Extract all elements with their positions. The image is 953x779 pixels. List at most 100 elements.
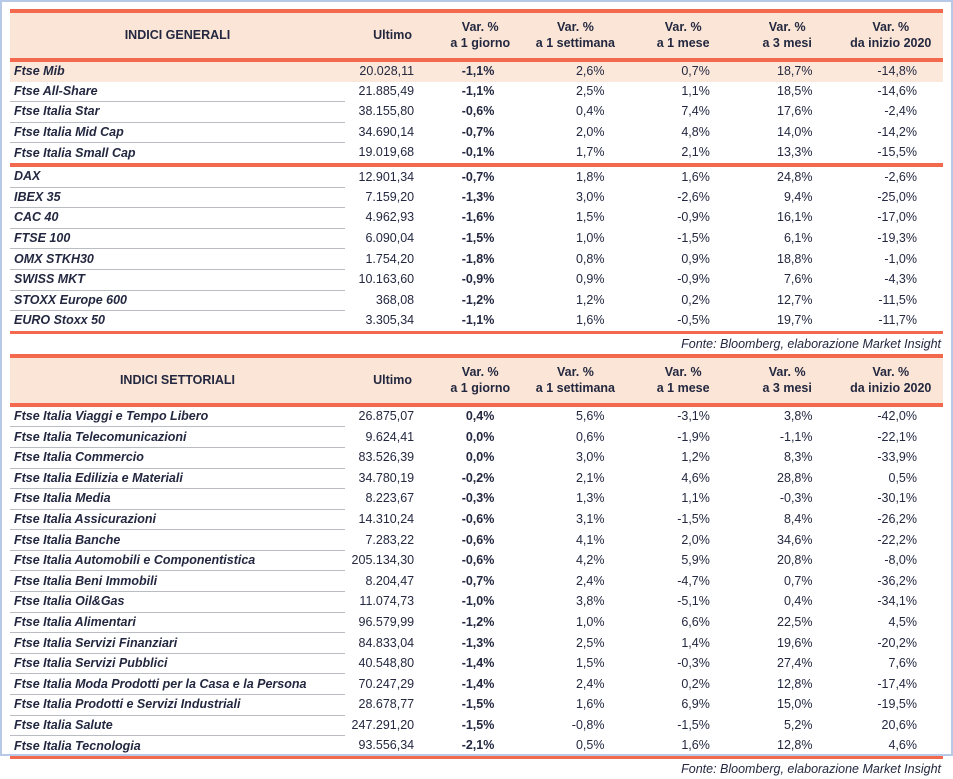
var-percent-value: 12,8% — [777, 738, 813, 753]
var-percent-value: 4,6% — [888, 738, 918, 753]
var-percent-value: 3,8% — [783, 409, 813, 424]
ultimo-value: 368,08 — [375, 292, 415, 307]
var-percent-value: 3,0% — [575, 189, 605, 204]
indici-settoriali-section: INDICI SETTORIALI Ultimo Var. % a 1 giorn… — [10, 353, 943, 779]
var-percent-value: -1,1% — [461, 84, 495, 99]
ultimo-value: 84.833,04 — [358, 635, 415, 650]
var-percent-value: -2,4% — [884, 104, 917, 119]
index-name: Ftse Italia Servizi Pubblici — [10, 653, 345, 675]
ultimo-value: 8.223,67 — [365, 491, 415, 506]
index-name: Ftse Italia Salute — [10, 715, 345, 737]
source-note: Fonte: Bloomberg, elaborazione Market In… — [681, 761, 941, 776]
var-percent-value: 0,4% — [465, 409, 495, 424]
table-row: Ftse Italia Servizi Pubblici 40.548,80 -1,… — [10, 653, 943, 675]
ultimo-value: 96.579,99 — [358, 614, 415, 629]
ultimo-value: 8.204,47 — [365, 573, 415, 588]
var-percent-value: 34,6% — [777, 532, 813, 547]
var-percent-value: 7,6% — [783, 272, 813, 287]
var-percent-value: -1,4% — [461, 656, 495, 671]
var-percent-value: 1,5% — [575, 210, 605, 225]
var-percent-value: -1,4% — [461, 676, 495, 691]
index-name: DAX — [10, 165, 345, 188]
ultimo-value: 26.875,07 — [358, 409, 415, 424]
var-percent-value: -42,0% — [877, 409, 917, 424]
var-percent-value: -1,9% — [677, 429, 710, 444]
var-percent-value: 2,6% — [520, 61, 631, 82]
var-percent-value: 5,9% — [681, 553, 710, 568]
var-percent-value: 0,5% — [575, 738, 605, 753]
column-header-ultimo: Ultimo — [344, 11, 441, 59]
var-percent-value: -14,2% — [877, 125, 917, 140]
column-header-ultimo: Ultimo — [344, 355, 441, 404]
table-title: INDICI SETTORIALI — [10, 355, 345, 404]
table-row: Ftse Italia Servizi Finanziari 84.833,04 -… — [10, 632, 943, 654]
var-percent-value: -2,6% — [884, 169, 917, 184]
var-percent-value: 4,8% — [681, 125, 710, 140]
column-header-var: Var. % a 1 settimana — [520, 11, 631, 59]
var-percent-value: 0,6% — [575, 429, 605, 444]
index-name: Ftse Italia Tecnologia — [14, 738, 141, 753]
var-percent-value: -0,6% — [461, 104, 495, 119]
ultimo-value: 19.019,68 — [358, 145, 415, 160]
var-percent-value: 6,1% — [783, 231, 813, 246]
index-name: Ftse Italia Beni Immobili — [10, 570, 345, 593]
var-percent-value: -3,1% — [677, 409, 710, 424]
index-name: EURO Stoxx 50 — [14, 313, 106, 328]
column-header-var: Var. % a 1 mese — [630, 11, 736, 59]
var-percent-value: 0,9% — [575, 272, 605, 287]
var-percent-value: -0,3% — [461, 491, 495, 506]
var-percent-value: 1,1% — [681, 491, 710, 506]
table-row: EURO Stoxx 50 3.305,34 -1,1% 1,6% -0,5% 19,7%… — [10, 311, 943, 333]
var-percent-value: 1,6% — [681, 169, 710, 184]
table-row: Ftse Italia Oil&Gas 11.074,73 -1,0% 3,8% -5,… — [10, 591, 943, 613]
var-percent-value: -22,2% — [877, 532, 917, 547]
table-row: Ftse Italia Assicurazioni 14.310,24 -0,6% 3… — [10, 509, 943, 531]
ultimo-value: 83.526,39 — [358, 450, 415, 465]
var-percent-value: -0,5% — [677, 313, 710, 328]
var-percent-value: 0,4% — [575, 104, 605, 119]
var-percent-value: 2,0% — [681, 532, 710, 547]
var-percent-value: -14,8% — [838, 61, 943, 82]
ultimo-value: 247.291,20 — [351, 717, 415, 732]
indici-generali-section: INDICI GENERALI Ultimo Var. % a 1 giorno V… — [10, 9, 943, 354]
var-percent-value: -36,2% — [877, 573, 917, 588]
index-name: Ftse Italia Servizi Finanziari — [10, 632, 345, 654]
var-percent-value: -1,5% — [461, 697, 495, 712]
var-percent-value: -1,3% — [461, 189, 495, 204]
index-name: Ftse Italia Star — [10, 101, 345, 123]
var-percent-value: 18,8% — [777, 251, 813, 266]
var-percent-value: 0,7% — [630, 61, 736, 82]
var-percent-value: -30,1% — [877, 491, 917, 506]
var-percent-value: -1,0% — [461, 594, 495, 609]
column-header-var: Var. % a 1 settimana — [520, 355, 631, 404]
var-percent-value: 24,8% — [777, 169, 813, 184]
index-name: Ftse All-Share — [10, 81, 345, 103]
var-percent-value: -0,9% — [677, 272, 710, 287]
var-percent-value: 8,4% — [783, 511, 813, 526]
ultimo-value: 1.754,20 — [365, 251, 415, 266]
double-rule-separator-line — [10, 162, 943, 167]
var-percent-value: -1,5% — [677, 717, 710, 732]
table-row: Ftse Italia Mid Cap 34.690,14 -0,7% 2,0% 4,8… — [10, 122, 943, 144]
var-percent-value: 19,6% — [777, 635, 813, 650]
var-percent-value: -1,5% — [677, 511, 710, 526]
var-percent-value: 5,2% — [783, 717, 813, 732]
var-percent-value: -1,0% — [884, 251, 917, 266]
ultimo-value: 10.163,60 — [358, 272, 415, 287]
table-row: Ftse Italia Media 8.223,67 -0,3% 1,3% 1,1% -0… — [10, 488, 943, 510]
index-name: Ftse Italia Moda Prodotti per la Casa e … — [10, 673, 345, 696]
ultimo-value: 205.134,30 — [351, 553, 415, 568]
index-name: Ftse Italia Alimentari — [10, 612, 345, 634]
var-percent-value: -0,6% — [461, 511, 495, 526]
ultimo-value: 34.690,14 — [358, 125, 415, 140]
table-row: Ftse Italia Beni Immobili 8.204,47 -0,7% 2,… — [10, 570, 943, 593]
ultimo-value: 6.090,04 — [365, 231, 415, 246]
var-percent-value: 6,9% — [681, 697, 710, 712]
table-row: Ftse Italia Prodotti e Servizi Industria… — [10, 694, 943, 716]
var-percent-value: -0,3% — [779, 491, 813, 506]
var-percent-value: 2,0% — [575, 125, 605, 140]
column-header-var: Var. % a 1 giorno — [440, 11, 521, 59]
table-row: Ftse Italia Alimentari 96.579,99 -1,2% 1,0%… — [10, 612, 943, 634]
var-percent-value: -0,7% — [461, 573, 495, 588]
